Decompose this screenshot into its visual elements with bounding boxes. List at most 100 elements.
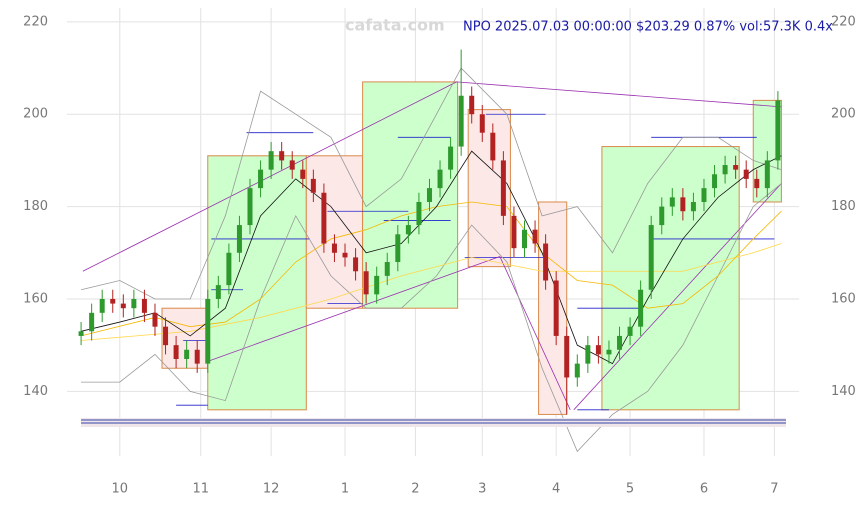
candle-body <box>289 160 295 170</box>
candle-body <box>595 345 601 355</box>
overlays <box>80 67 782 453</box>
candle-body <box>226 252 232 286</box>
candle-body <box>236 225 242 253</box>
y-tick-label-right: 200 <box>831 107 856 122</box>
x-tick-label: 3 <box>478 482 486 497</box>
indicator-line <box>81 183 782 453</box>
candle-body <box>627 326 633 336</box>
candle-body <box>184 349 190 360</box>
candle-body <box>321 192 327 244</box>
y-tick-label: 220 <box>23 14 48 29</box>
candle-body <box>300 169 306 179</box>
candle-body <box>543 243 549 281</box>
candle-body <box>775 100 781 161</box>
candle-body <box>310 178 316 193</box>
candle-body <box>469 95 475 115</box>
candle-body <box>173 345 179 360</box>
candle-body <box>511 215 517 249</box>
candle-body <box>617 335 623 350</box>
x-tick-label: 5 <box>626 482 634 497</box>
candle-body <box>574 363 580 378</box>
trend-line <box>573 183 782 411</box>
candle-body <box>500 160 506 216</box>
candle-body <box>205 298 211 364</box>
candle-body <box>131 298 137 309</box>
candle-body <box>163 326 169 346</box>
candle-body <box>363 271 369 295</box>
range-box <box>305 155 364 309</box>
x-tick-label: 10 <box>112 482 129 497</box>
candle-body <box>701 188 707 202</box>
candle-body <box>258 169 264 189</box>
candle-body <box>78 331 84 336</box>
x-tick-label: 2 <box>411 482 419 497</box>
trend-line <box>456 81 782 108</box>
x-tick-label: 1 <box>341 482 349 497</box>
candle-body <box>110 298 116 304</box>
candle-body <box>743 169 749 179</box>
chart-title: NPO 2025.07.03 00:00:00 $203.29 0.87% vo… <box>463 20 833 35</box>
y-tick-label-right: 140 <box>831 384 856 399</box>
candle-body <box>522 229 527 249</box>
y-tick-label: 140 <box>23 384 48 399</box>
candle-body <box>268 151 274 170</box>
candle-body <box>532 229 538 244</box>
range-box <box>538 201 568 415</box>
candle-body <box>564 335 570 378</box>
candle-body <box>152 312 158 327</box>
indicator-line <box>80 150 782 365</box>
trend-line <box>82 81 457 272</box>
range-box <box>161 307 209 369</box>
range-box <box>207 155 307 411</box>
y-tick-label-right: 220 <box>831 14 856 29</box>
candle-body <box>669 197 675 207</box>
candle-body <box>553 280 559 336</box>
candle-body <box>648 225 654 290</box>
candle-body <box>690 201 696 212</box>
x-tick-label: 11 <box>192 482 209 497</box>
candle-body <box>141 298 147 313</box>
candle-body <box>680 197 686 212</box>
candle-body <box>733 165 739 170</box>
y-tick-label-right: 180 <box>831 199 856 214</box>
x-tick-label: 7 <box>770 482 778 497</box>
indicator-line <box>80 201 782 337</box>
range-box <box>362 81 459 309</box>
candle-body <box>437 169 443 189</box>
candle-body <box>638 289 644 327</box>
candle-body <box>722 165 728 175</box>
candle-body <box>353 257 359 272</box>
candle-body <box>342 252 348 258</box>
candle-body <box>448 146 454 170</box>
candle-body <box>395 234 401 263</box>
x-tick-label: 6 <box>700 482 708 497</box>
candle-body <box>194 349 200 364</box>
indicator-line <box>81 243 782 341</box>
candle-body <box>426 188 432 202</box>
candle-body <box>405 225 411 235</box>
watermark: cafata.com <box>345 16 445 35</box>
boxes <box>161 81 782 415</box>
candle-body <box>712 174 718 189</box>
candles <box>78 49 781 415</box>
candle-body <box>490 132 496 161</box>
candle-body <box>99 298 105 313</box>
candle-body <box>606 349 612 355</box>
candle-body <box>754 178 760 189</box>
candle-body <box>331 243 337 253</box>
y-tick-label: 160 <box>23 291 48 306</box>
candle-body <box>479 114 485 133</box>
y-tick-label: 200 <box>23 107 48 122</box>
x-tick-label: 4 <box>552 482 560 497</box>
candle-body <box>120 303 126 309</box>
candle-body <box>764 160 770 189</box>
indicator-line <box>80 67 782 300</box>
candle-body <box>659 206 665 226</box>
x-tick-label: 12 <box>263 482 280 497</box>
candle-body <box>585 345 591 364</box>
candle-body <box>458 95 464 147</box>
candle-body <box>89 312 95 332</box>
candle-body <box>374 275 380 295</box>
candle-body <box>279 151 285 161</box>
